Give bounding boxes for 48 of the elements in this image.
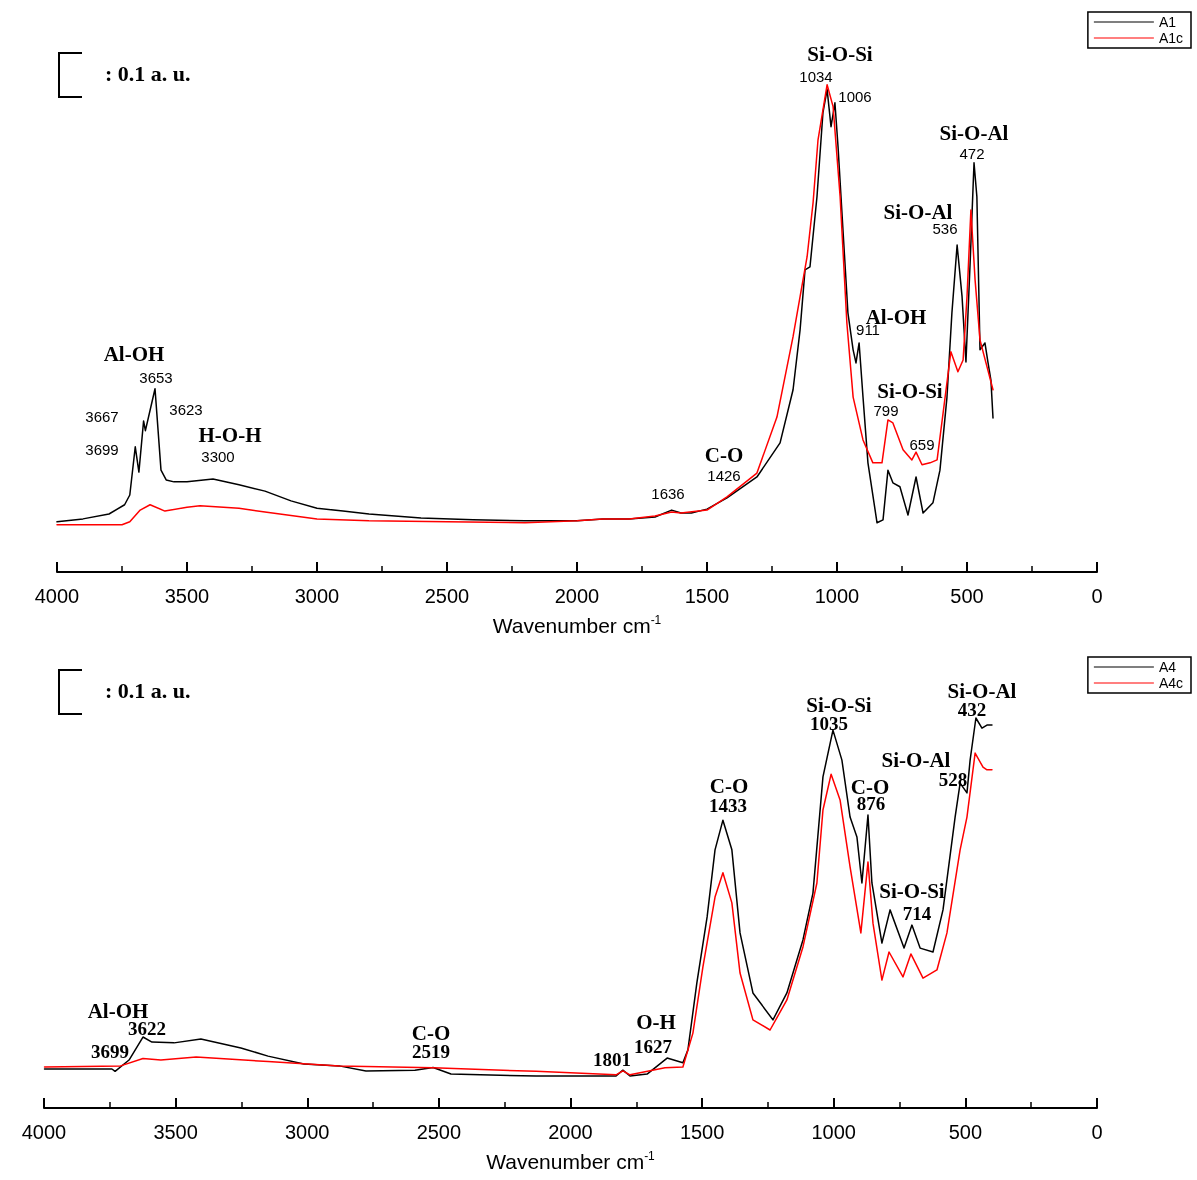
text: Si-O-Si: [807, 42, 873, 66]
legend-label: A1c: [1158, 30, 1183, 46]
text: 1034: [799, 67, 833, 85]
annotation: C-O: [704, 443, 744, 467]
x-tick-label: 4000: [21, 1121, 67, 1143]
annotation: 3653: [139, 368, 173, 386]
legend-label: A1: [1158, 14, 1177, 30]
annotation: 3667: [85, 407, 119, 425]
x-tick-label: 500: [948, 1121, 983, 1143]
x-tick-label: 2000: [548, 1121, 593, 1143]
x-tick-label: 1000: [811, 1121, 856, 1143]
x-tick-label: 2500: [416, 1121, 462, 1143]
annotation: Si-O-Si: [879, 879, 945, 903]
x-tick-label: 3000: [294, 585, 340, 607]
x-tick-label: 3000: [285, 1121, 330, 1143]
legend-label: A4c: [1158, 675, 1183, 691]
x-tick-label: 500: [950, 585, 984, 607]
annotation: O-H: [636, 1010, 676, 1034]
x-tick-label: 0: [1091, 1121, 1103, 1143]
annotation: 3699: [91, 1040, 129, 1062]
x-tick-label: 4000: [34, 585, 80, 607]
annotation: 1627: [634, 1035, 673, 1057]
x-tick-label: 2500: [424, 585, 470, 607]
x-tick-label: 1000: [814, 585, 860, 607]
x-tick-label: 3500: [164, 585, 210, 607]
x-tick-label: 0: [1091, 585, 1103, 607]
annotation: Si-O-Al: [939, 121, 1009, 145]
annotation: Si-O-Si: [877, 379, 943, 403]
annotation: 1006: [838, 87, 872, 105]
text: : 0.1 a. u.: [105, 677, 191, 703]
annotation: H-O-H: [198, 423, 262, 447]
annotation: 3300: [201, 447, 235, 465]
x-tick-label: 3500: [153, 1121, 198, 1143]
annotation: 3699: [85, 440, 119, 458]
annotation: : 0.1 a. u.: [105, 60, 191, 86]
annotation: 1426: [707, 466, 741, 484]
annotation: 1801: [593, 1048, 631, 1070]
x-tick-label: 2000: [554, 585, 600, 607]
legend-label: A4: [1158, 659, 1177, 675]
x-tick-label: 1500: [679, 1121, 725, 1143]
annotation: Al-OH: [103, 342, 165, 366]
annotation: 714: [902, 902, 932, 924]
annotation: 659: [909, 435, 935, 453]
annotation: 799: [873, 401, 899, 419]
annotation: 472: [959, 144, 985, 162]
annotation: 3623: [169, 400, 203, 418]
annotation: 1636: [651, 484, 685, 502]
x-tick-label: 1500: [684, 585, 730, 607]
